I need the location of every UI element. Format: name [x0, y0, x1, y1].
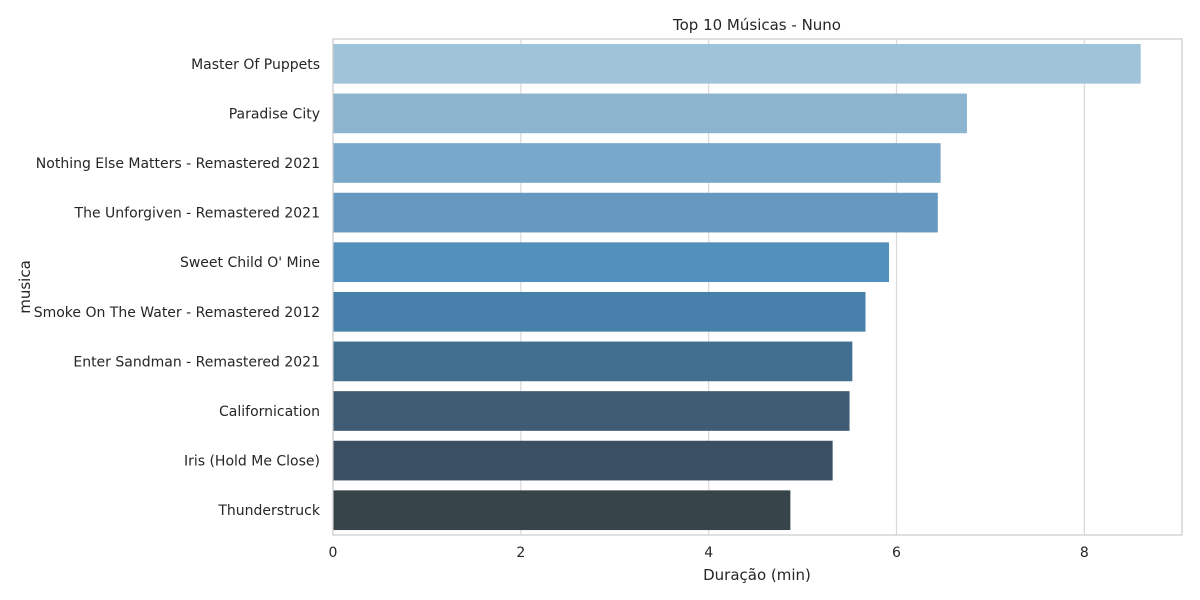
chart-title: Top 10 Músicas - Nuno — [672, 16, 841, 34]
x-tick-label: 0 — [329, 545, 338, 561]
x-tick-label: 6 — [892, 545, 901, 561]
bar — [333, 143, 941, 183]
x-axis-title: Duração (min) — [703, 566, 811, 584]
bar — [333, 440, 833, 481]
y-tick-label: Californication — [219, 404, 320, 420]
bar — [333, 391, 850, 431]
y-tick-labels: Master Of Puppets Paradise City Nothing El… — [34, 57, 321, 519]
y-axis-title: musica — [16, 260, 34, 314]
bar — [333, 192, 938, 233]
y-tick-label: The Unforgiven - Remastered 2021 — [74, 206, 320, 222]
bar — [333, 341, 853, 382]
y-tick-label: Smoke On The Water - Remastered 2012 — [34, 305, 320, 321]
bar — [333, 43, 1141, 84]
x-tick-labels: 0 2 4 6 8 — [329, 545, 1089, 561]
x-tick-label: 8 — [1080, 545, 1089, 561]
y-tick-label: Nothing Else Matters - Remastered 2021 — [36, 156, 320, 172]
y-tick-label: Enter Sandman - Remastered 2021 — [73, 354, 320, 370]
y-tick-label: Master Of Puppets — [191, 57, 320, 73]
bar — [333, 490, 791, 531]
plot-frame — [332, 38, 1183, 536]
bar — [333, 242, 889, 283]
x-tick-label: 4 — [704, 545, 713, 561]
bar — [333, 93, 967, 134]
bar — [333, 291, 866, 332]
x-tick-label: 2 — [516, 545, 525, 561]
y-tick-label: Thunderstruck — [217, 503, 321, 519]
y-tick-label: Paradise City — [229, 106, 320, 122]
bars-layer — [333, 43, 1141, 531]
y-tick-label: Iris (Hold Me Close) — [184, 454, 320, 470]
y-tick-label: Sweet Child O' Mine — [180, 255, 320, 271]
